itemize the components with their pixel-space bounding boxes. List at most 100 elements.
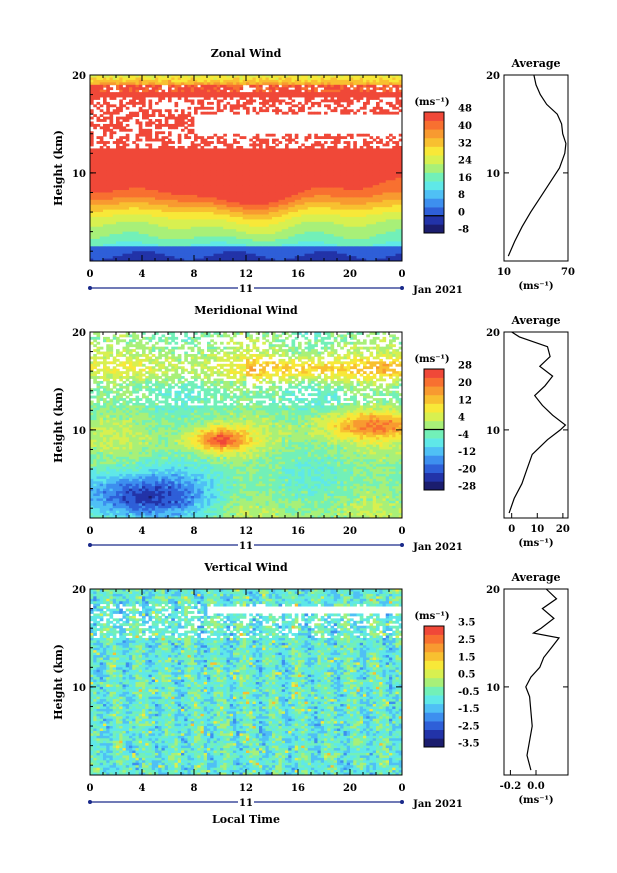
heatmap-cell xyxy=(236,207,240,211)
heatmap-cell xyxy=(190,94,195,98)
heatmap-cell xyxy=(275,170,279,174)
heatmap-cell xyxy=(223,251,227,255)
heatmap-cell xyxy=(298,101,302,105)
heatmap-cell xyxy=(285,234,289,237)
heatmap-cell xyxy=(327,175,331,179)
heatmap-cell xyxy=(90,158,94,162)
heatmap-cell xyxy=(350,163,354,166)
heatmap-cell xyxy=(294,163,299,166)
heatmap-cell xyxy=(145,180,149,184)
heatmap-cell xyxy=(242,197,247,201)
heatmap-cell xyxy=(278,226,283,230)
heatmap-cell xyxy=(259,197,263,201)
heatmap-cell xyxy=(301,234,305,237)
heatmap-cell xyxy=(145,158,149,162)
heatmap-cell xyxy=(246,231,250,235)
heatmap-cell xyxy=(99,136,104,140)
heatmap-cell xyxy=(216,89,221,93)
heatmap-cell xyxy=(226,258,231,262)
heatmap-cell xyxy=(164,209,169,213)
heatmap-cell xyxy=(187,216,192,220)
heatmap-cell xyxy=(116,243,120,247)
heatmap-cell xyxy=(249,143,253,147)
heatmap-cell xyxy=(285,87,289,91)
heatmap-cell xyxy=(223,148,227,152)
heatmap-cell xyxy=(281,94,286,98)
heatmap-cell xyxy=(129,87,133,91)
heatmap-cell xyxy=(307,99,312,103)
heatmap-cell xyxy=(142,99,146,103)
heatmap-cell xyxy=(129,190,133,193)
heatmap-cell xyxy=(93,243,97,247)
heatmap-cell xyxy=(291,209,296,213)
heatmap-cell xyxy=(174,121,179,125)
heatmap-cell xyxy=(340,182,344,186)
heatmap-cell xyxy=(96,192,101,196)
heatmap-cell xyxy=(216,214,221,218)
heatmap-cell xyxy=(304,89,309,93)
heatmap-cell xyxy=(142,87,146,91)
heatmap-cell xyxy=(340,238,344,242)
heatmap-cell xyxy=(285,168,289,171)
heatmap-cell xyxy=(307,89,312,93)
heatmap-cell xyxy=(226,185,231,188)
heatmap-cell xyxy=(275,150,279,154)
heatmap-cell xyxy=(288,238,292,242)
heatmap-cell xyxy=(236,248,240,252)
heatmap-cell xyxy=(132,234,136,237)
heatmap-cell xyxy=(161,258,166,262)
heatmap-cell xyxy=(307,251,312,255)
heatmap-cell xyxy=(275,155,279,159)
heatmap-cell xyxy=(96,204,101,208)
heatmap-cell xyxy=(249,197,253,201)
heatmap-cell xyxy=(268,185,273,188)
heatmap-cell xyxy=(213,229,218,233)
heatmap-cell xyxy=(181,241,185,245)
heatmap-cell xyxy=(327,182,331,186)
heatmap-cell xyxy=(174,192,179,196)
heatmap-cell xyxy=(158,121,162,125)
heatmap-cell xyxy=(171,177,175,181)
heatmap-cell xyxy=(174,190,179,193)
heatmap-cell xyxy=(242,202,247,206)
heatmap-cell xyxy=(90,194,94,198)
heatmap-cell xyxy=(145,153,149,157)
heatmap-cell xyxy=(327,253,331,257)
heatmap-cell xyxy=(288,243,292,247)
heatmap-cell xyxy=(223,243,227,247)
heatmap-cell xyxy=(229,199,234,203)
heatmap-cell xyxy=(229,155,234,159)
heatmap-cell xyxy=(184,148,188,152)
heatmap-cell xyxy=(236,82,240,86)
heatmap-cell xyxy=(337,226,341,230)
heatmap-cell xyxy=(298,160,302,164)
heatmap-cell xyxy=(190,224,195,228)
heatmap-cell xyxy=(99,192,104,196)
heatmap-cell xyxy=(281,99,286,103)
heatmap-cell xyxy=(171,199,175,203)
heatmap-cell xyxy=(135,111,140,115)
heatmap-cell xyxy=(138,258,143,262)
heatmap-cell xyxy=(177,248,182,252)
heatmap-cell xyxy=(171,160,175,164)
heatmap-cell xyxy=(327,133,331,137)
heatmap-cell xyxy=(90,87,94,91)
heatmap-cell xyxy=(148,182,153,186)
heatmap-cell xyxy=(194,187,198,191)
heatmap-cell xyxy=(109,192,114,196)
heatmap-cell xyxy=(132,155,136,159)
heatmap-cell xyxy=(216,194,221,198)
heatmap-cell xyxy=(171,180,175,184)
heatmap-cell xyxy=(116,258,120,262)
heatmap-cell xyxy=(210,246,214,250)
heatmap-cell xyxy=(181,238,185,242)
heatmap-cell xyxy=(181,128,185,132)
heatmap-cell xyxy=(275,192,279,196)
heatmap-cell xyxy=(272,101,276,105)
heatmap-cell xyxy=(288,177,292,181)
heatmap-cell xyxy=(246,214,250,218)
heatmap-cell xyxy=(168,187,172,191)
heatmap-cell xyxy=(242,253,247,257)
heatmap-cell xyxy=(327,207,331,211)
heatmap-cell xyxy=(239,243,244,247)
